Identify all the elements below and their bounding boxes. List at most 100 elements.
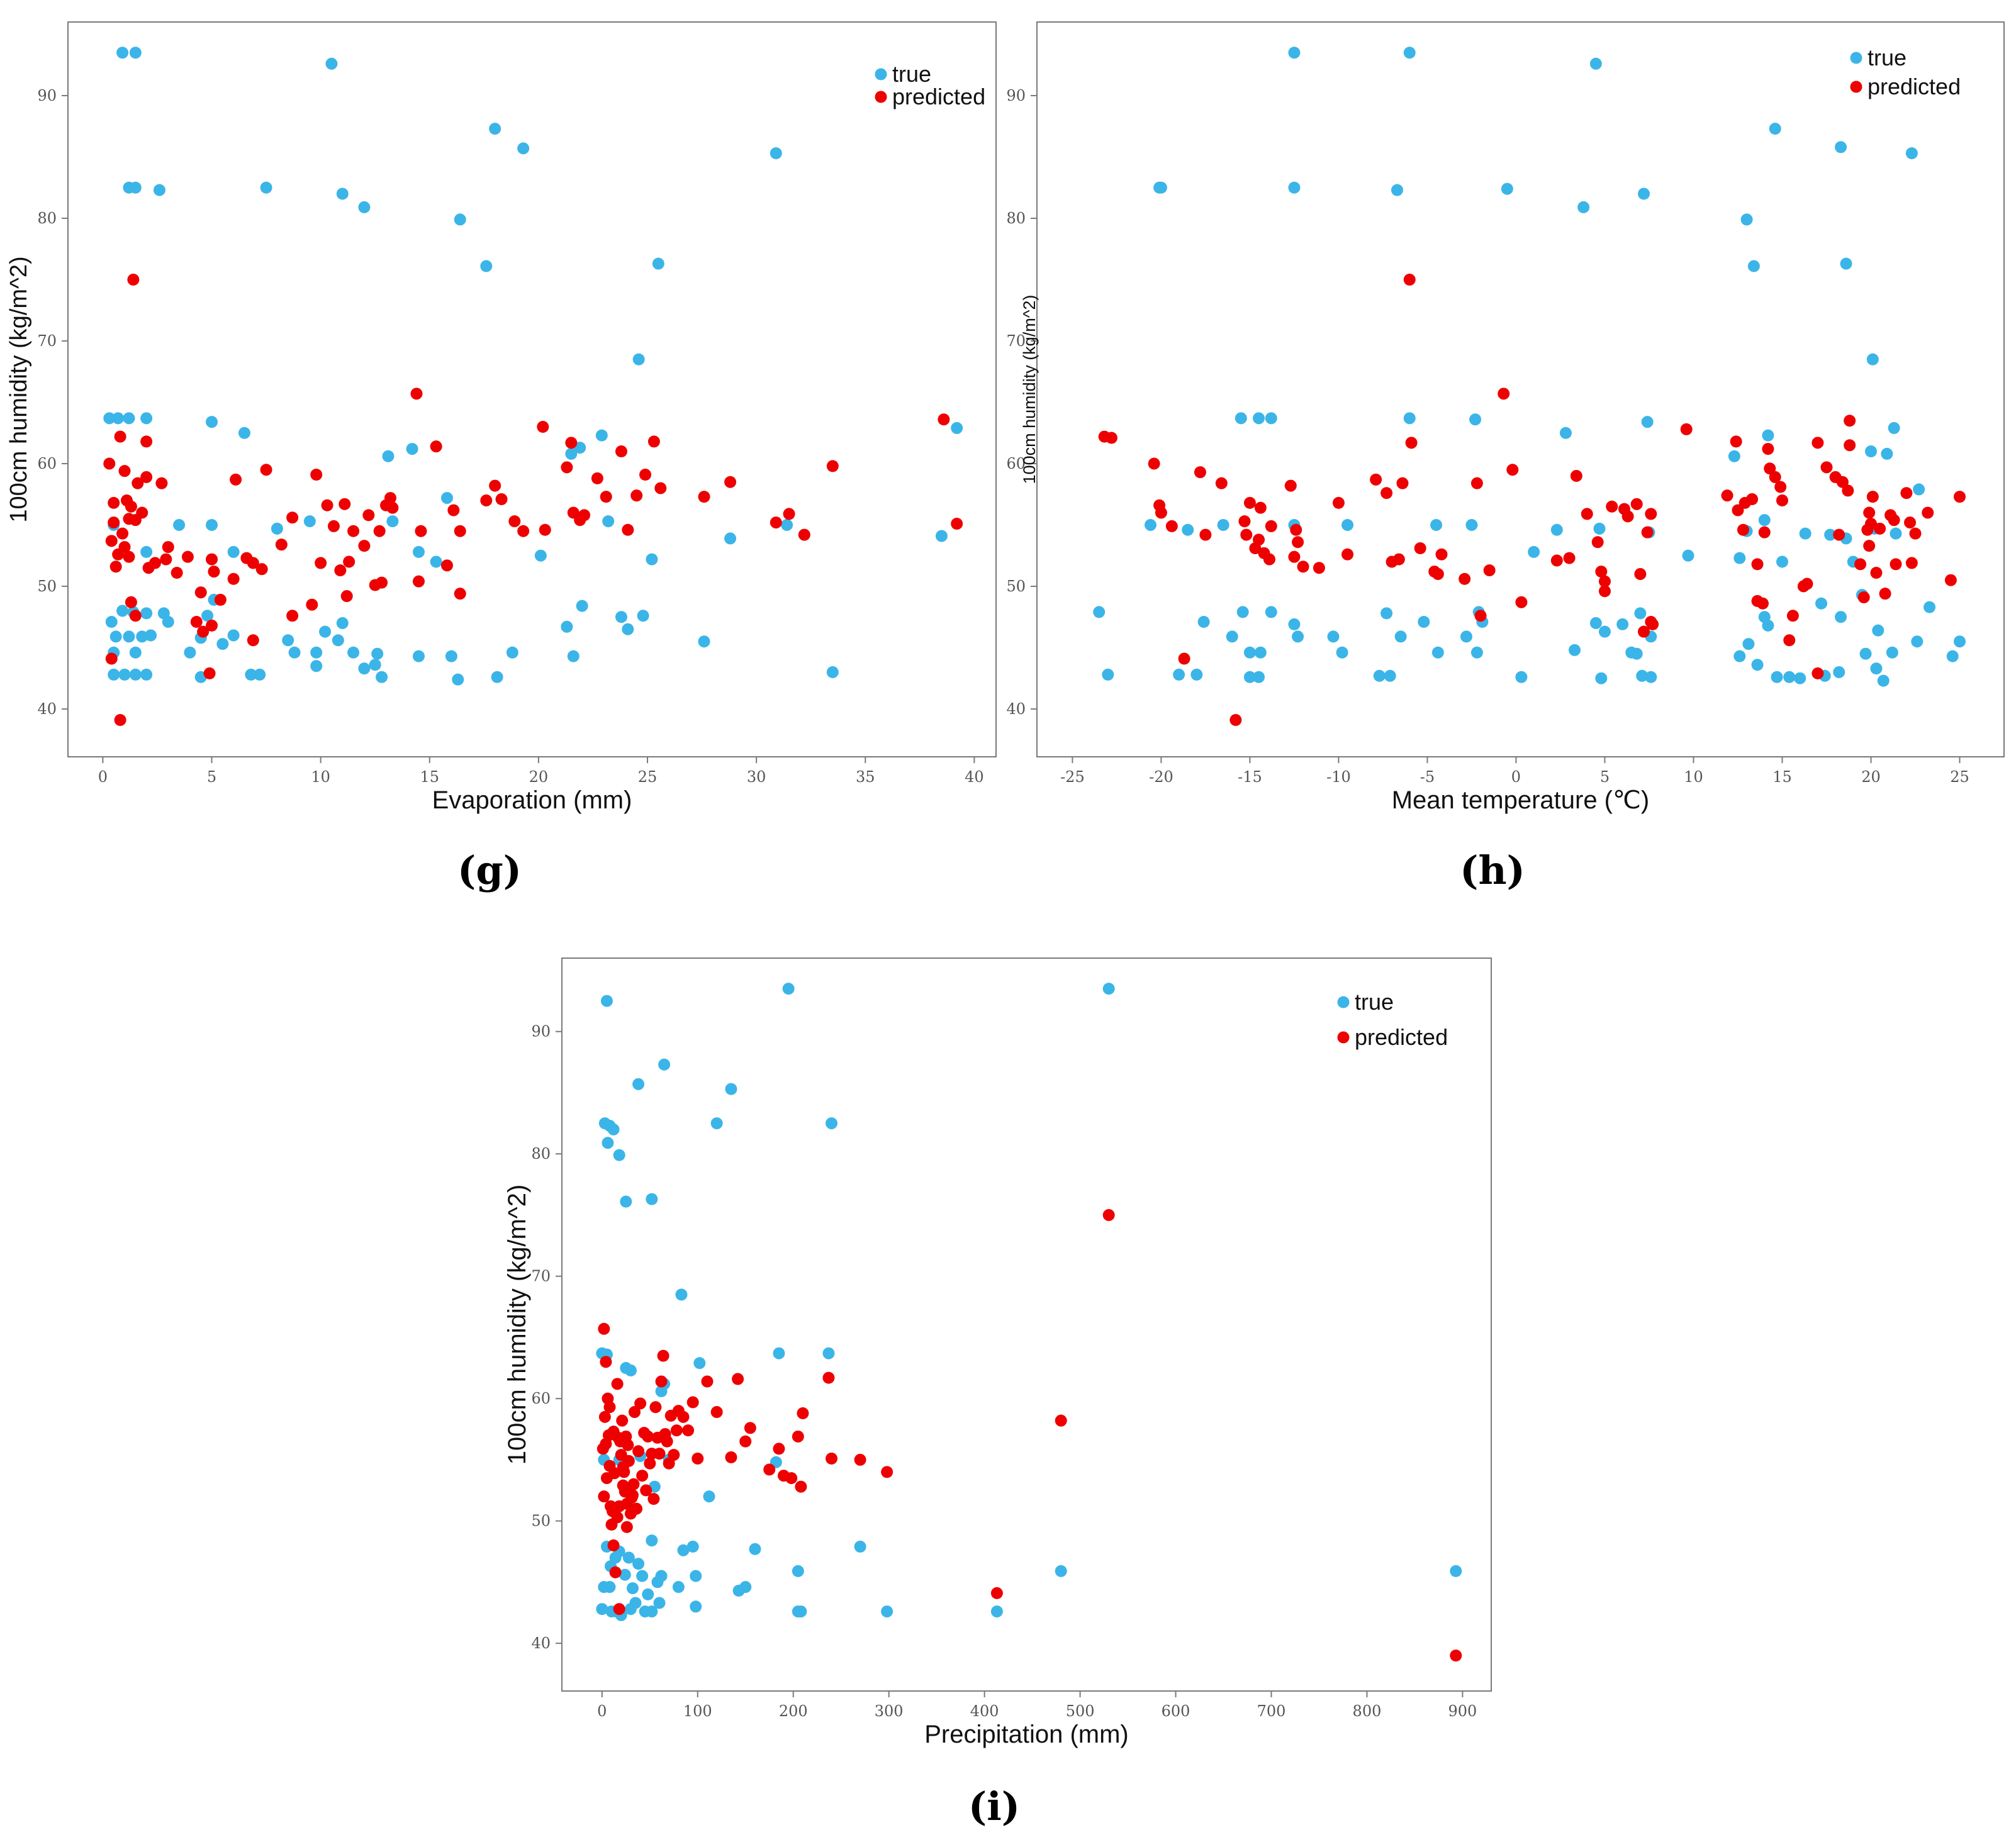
legend-label-predicted: predicted bbox=[1355, 1024, 1448, 1050]
data-point-true bbox=[655, 1570, 668, 1582]
x-tick-label: -5 bbox=[1420, 768, 1435, 786]
data-point-true bbox=[1380, 607, 1393, 620]
data-point-predicted bbox=[255, 563, 268, 576]
data-point-true bbox=[1501, 182, 1513, 195]
data-point-predicted bbox=[1645, 508, 1657, 520]
data-point-predicted bbox=[208, 566, 220, 578]
data-point-true bbox=[615, 611, 627, 623]
data-point-true bbox=[1431, 646, 1444, 659]
data-point-predicted bbox=[797, 1407, 809, 1420]
data-point-predicted bbox=[1563, 552, 1576, 564]
x-tick-label: 10 bbox=[1684, 768, 1703, 786]
data-point-predicted bbox=[125, 500, 137, 513]
data-point-predicted bbox=[636, 1470, 649, 1482]
data-point-predicted bbox=[230, 473, 242, 486]
data-point-true bbox=[162, 616, 174, 628]
data-point-true bbox=[1055, 1565, 1067, 1577]
data-point-predicted bbox=[565, 437, 578, 449]
data-point-true bbox=[781, 518, 793, 531]
data-point-predicted bbox=[1751, 558, 1764, 571]
data-point-predicted bbox=[1801, 578, 1813, 590]
data-point-predicted bbox=[1904, 516, 1917, 529]
x-axis-title: Mean temperature (℃) bbox=[1392, 786, 1650, 814]
data-point-predicted bbox=[260, 464, 272, 476]
data-point-true bbox=[129, 47, 142, 59]
x-tick-label: 100 bbox=[683, 1702, 712, 1720]
x-tick-label: 5 bbox=[1600, 768, 1610, 786]
data-point-true bbox=[595, 429, 608, 442]
data-point-predicted bbox=[1515, 596, 1528, 608]
data-point-true bbox=[206, 518, 218, 531]
data-point-true bbox=[325, 57, 338, 70]
data-point-predicted bbox=[1638, 625, 1650, 638]
data-point-predicted bbox=[1776, 494, 1788, 506]
y-tick-label: 40 bbox=[531, 1634, 551, 1652]
data-point-predicted bbox=[792, 1430, 804, 1443]
data-point-predicted bbox=[608, 1467, 621, 1480]
data-point-predicted bbox=[1844, 415, 1856, 427]
data-point-predicted bbox=[607, 1505, 619, 1517]
data-point-predicted bbox=[561, 461, 573, 474]
legend-marker-true bbox=[1337, 996, 1350, 1008]
data-point-predicted bbox=[334, 564, 347, 577]
data-point-predicted bbox=[1215, 477, 1228, 489]
data-point-true bbox=[1824, 528, 1837, 541]
data-point-true bbox=[480, 260, 493, 272]
data-point-true bbox=[725, 1083, 737, 1095]
data-point-predicted bbox=[826, 460, 839, 472]
data-point-predicted bbox=[1746, 493, 1759, 506]
data-point-predicted bbox=[340, 590, 353, 603]
data-point-predicted bbox=[603, 1401, 616, 1414]
data-point-predicted bbox=[415, 525, 427, 537]
data-point-predicted bbox=[1178, 652, 1190, 665]
data-point-predicted bbox=[686, 1396, 699, 1409]
data-point-predicted bbox=[1641, 526, 1654, 539]
data-point-predicted bbox=[655, 1375, 668, 1388]
data-point-true bbox=[1913, 483, 1925, 496]
plot-frame bbox=[1036, 21, 2005, 757]
data-point-true bbox=[1102, 668, 1114, 681]
data-point-predicted bbox=[114, 430, 126, 443]
data-point-predicted bbox=[1774, 481, 1787, 493]
data-point-true bbox=[1217, 518, 1229, 531]
data-point-predicted bbox=[600, 1356, 612, 1368]
data-point-true bbox=[245, 668, 257, 681]
x-axis-title: Precipitation (mm) bbox=[924, 1721, 1129, 1748]
legend-label-true: true bbox=[1868, 45, 1907, 70]
data-point-true bbox=[1859, 647, 1872, 660]
data-point-predicted bbox=[1812, 437, 1824, 449]
data-point-predicted bbox=[358, 540, 371, 552]
data-point-true bbox=[153, 184, 165, 196]
data-point-predicted bbox=[657, 1349, 669, 1362]
data-point-true bbox=[632, 353, 645, 366]
data-point-true bbox=[826, 1117, 838, 1130]
data-point-true bbox=[1550, 523, 1563, 536]
data-point-predicted bbox=[602, 1429, 615, 1442]
data-point-true bbox=[1589, 617, 1602, 629]
data-point-predicted bbox=[739, 1435, 752, 1448]
chart-panel-2: 0 100 200 300 400 500 600 700 800 900 40 50 60 70 80 90… bbox=[503, 957, 1492, 1829]
data-point-predicted bbox=[1833, 528, 1845, 541]
y-tick-label: 80 bbox=[37, 209, 57, 227]
data-point-predicted bbox=[640, 1484, 652, 1497]
y-tick-label: 60 bbox=[1006, 455, 1026, 472]
data-point-predicted bbox=[440, 559, 453, 572]
data-point-true bbox=[1182, 523, 1194, 536]
data-point-predicted bbox=[1905, 557, 1918, 569]
data-point-true bbox=[288, 646, 301, 659]
data-point-predicted bbox=[598, 1490, 610, 1503]
data-point-predicted bbox=[1598, 575, 1611, 588]
data-point-predicted bbox=[116, 527, 129, 540]
data-point-predicted bbox=[140, 435, 153, 448]
data-point-true bbox=[646, 1605, 658, 1618]
data-point-true bbox=[782, 983, 795, 995]
data-point-true bbox=[607, 1123, 620, 1136]
data-point-true bbox=[1384, 669, 1396, 682]
data-point-predicted bbox=[1863, 506, 1876, 519]
data-point-true bbox=[1641, 416, 1654, 428]
data-point-true bbox=[1866, 353, 1879, 366]
data-point-predicted bbox=[732, 1373, 744, 1385]
data-point-true bbox=[675, 1288, 688, 1301]
data-point-predicted bbox=[1102, 1208, 1115, 1221]
x-tick-label: 20 bbox=[529, 768, 549, 786]
